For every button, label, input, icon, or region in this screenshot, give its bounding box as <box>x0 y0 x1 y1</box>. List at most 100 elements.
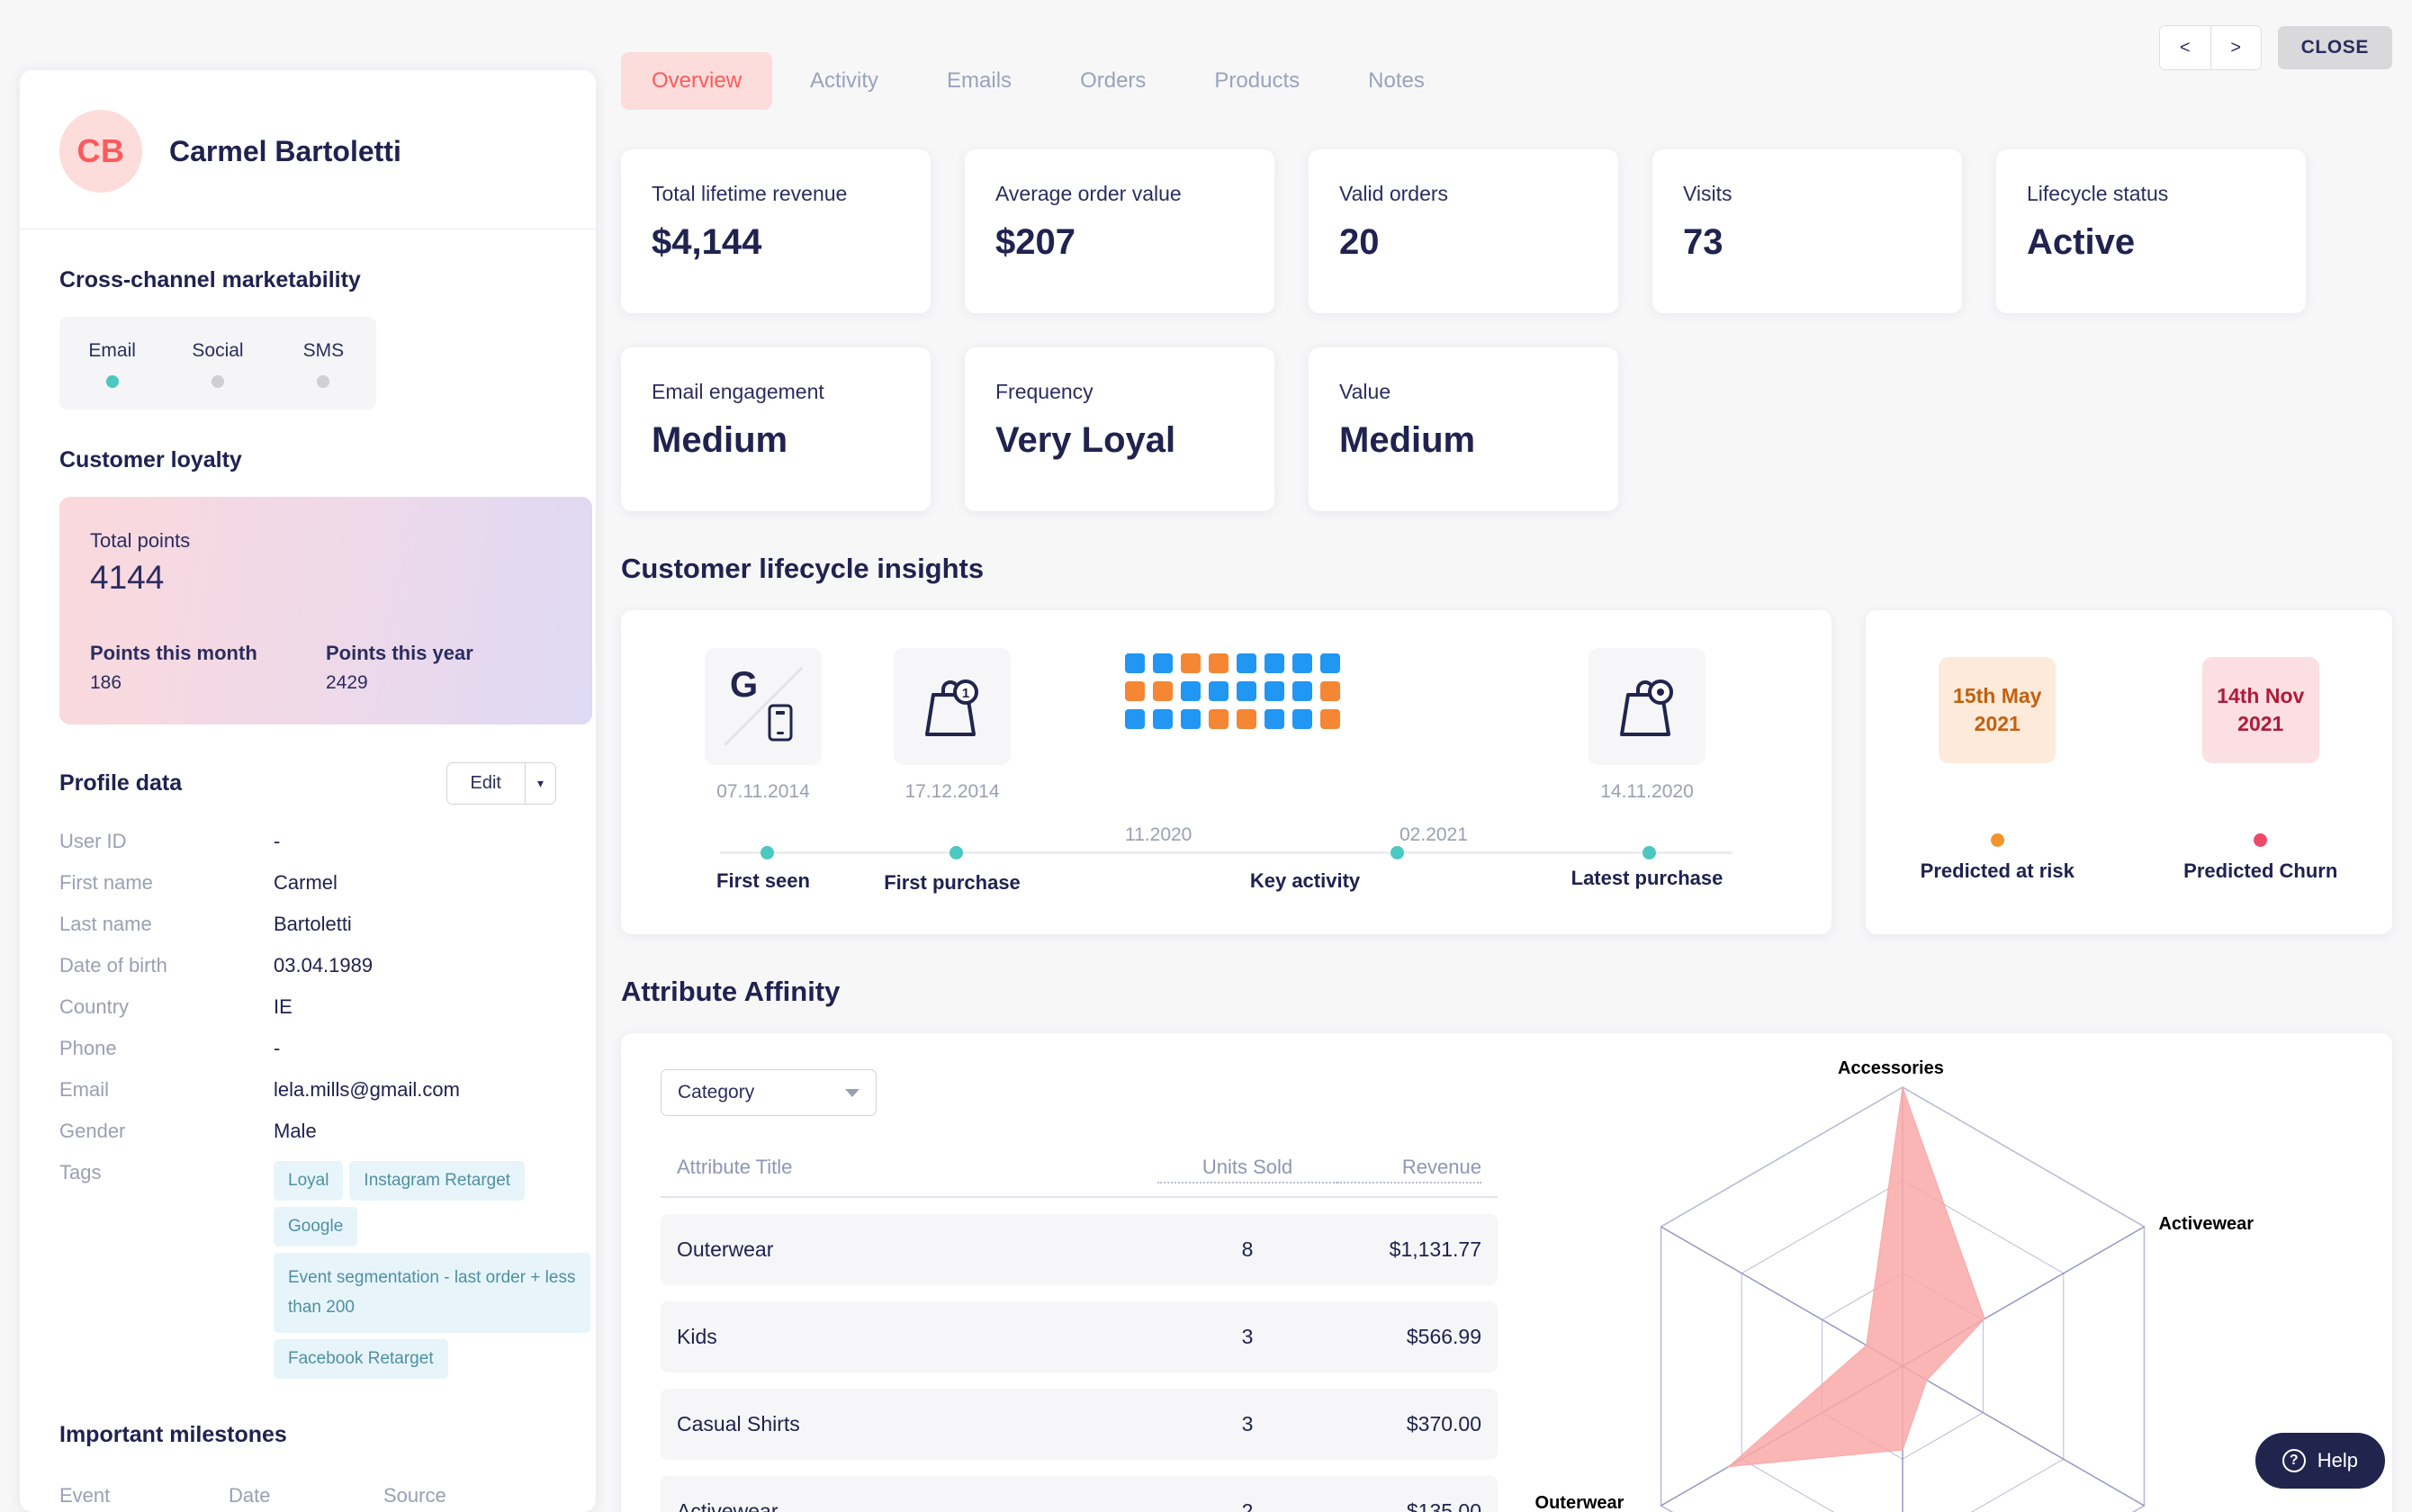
edit-button[interactable]: Edit <box>446 763 525 804</box>
stat-card: Value Medium <box>1309 347 1618 511</box>
help-label: Help <box>2317 1449 2358 1472</box>
next-record-button[interactable]: > <box>2210 26 2261 69</box>
tab-orders[interactable]: Orders <box>1049 52 1176 110</box>
stat-value: Medium <box>1339 420 1476 460</box>
column-units-sold[interactable]: Units Sold <box>1157 1156 1337 1184</box>
activity-cell <box>1320 681 1340 701</box>
table-row: Kids 3 $566.99 <box>661 1301 1498 1372</box>
activity-cell <box>1237 653 1256 673</box>
tag-chip[interactable]: Facebook Retarget <box>274 1338 448 1379</box>
chevron-down-icon[interactable]: ▾ <box>524 763 555 804</box>
timeline-point <box>950 846 963 860</box>
prediction-date-tile: 14th Nov 2021 <box>2201 657 2319 763</box>
close-button[interactable]: CLOSE <box>2277 26 2392 69</box>
prediction-date-tile: 15th May 2021 <box>1939 657 2056 763</box>
timeline-date: 14.11.2020 <box>1600 781 1694 802</box>
activity-cell <box>1264 653 1284 673</box>
profile-field-row: User ID - <box>59 830 556 853</box>
activity-cell <box>1237 681 1256 701</box>
timeline-event-key-activity <box>1125 653 1413 729</box>
column-revenue[interactable]: Revenue <box>1337 1156 1481 1184</box>
tag-chip[interactable]: Loyal <box>274 1161 344 1201</box>
radar-label-activewear: Activewear <box>2158 1214 2254 1234</box>
profile-field-row: Last name Bartoletti <box>59 913 556 936</box>
channel-status-dot <box>105 375 119 388</box>
timeline-date-end: 02.2021 <box>1400 824 1468 845</box>
milestone-column-header: Source <box>383 1483 446 1507</box>
radar-label-outerwear: Outerwear <box>1534 1493 1624 1512</box>
timeline-point <box>1390 846 1404 860</box>
marketability-title: Cross-channel marketability <box>59 267 361 292</box>
help-button[interactable]: ? Help <box>2254 1433 2385 1489</box>
table-row: Outerwear 8 $1,131.77 <box>661 1214 1498 1285</box>
activity-cell <box>1125 681 1145 701</box>
activity-cell <box>1153 653 1173 673</box>
radar-svg <box>1660 1086 2146 1512</box>
tab-notes[interactable]: Notes <box>1337 52 1455 110</box>
tab-products[interactable]: Products <box>1184 52 1330 110</box>
activity-cell <box>1153 709 1173 729</box>
tag-chip[interactable]: Instagram Retarget <box>349 1161 526 1201</box>
cell-attribute-title: Casual Shirts <box>677 1412 800 1436</box>
activity-cell <box>1292 709 1312 729</box>
tab-activity[interactable]: Activity <box>779 52 909 110</box>
main-content: Overview Activity Emails Orders Products Note… <box>621 52 2392 1512</box>
channel-label: Social <box>192 340 244 361</box>
points-month-label: Points this month <box>90 642 257 664</box>
tab-overview[interactable]: Overview <box>621 52 773 110</box>
activity-cell <box>1292 681 1312 701</box>
timeline-label: First purchase <box>884 871 1021 894</box>
tag-chip[interactable]: Google <box>274 1207 358 1246</box>
stat-value: $207 <box>995 222 1076 262</box>
cell-attribute-title: Kids <box>677 1325 717 1348</box>
field-key: Email <box>59 1078 110 1101</box>
cell-attribute-title: Outerwear <box>677 1238 774 1261</box>
record-nav-group: < > <box>2158 25 2262 70</box>
prediction-dot <box>2254 833 2268 847</box>
table-row: Activewear 2 $135.00 <box>661 1476 1498 1512</box>
loyalty-title: Customer loyalty <box>59 447 242 472</box>
activity-cell <box>1181 709 1201 729</box>
lifecycle-timeline-card: G 07.11.2014 First seen <box>621 610 1832 934</box>
stat-value: $4,144 <box>652 222 762 262</box>
stat-card: Valid orders 20 <box>1309 149 1618 313</box>
category-select-value: Category <box>678 1082 755 1102</box>
stat-label: Average order value <box>995 182 1182 205</box>
radar-label-accessories: Accessories <box>1838 1058 1944 1078</box>
topbar: < > CLOSE <box>2158 25 2392 70</box>
field-value: Male <box>274 1120 317 1142</box>
channel-social: Social <box>165 340 270 388</box>
category-select[interactable]: Category <box>661 1069 877 1116</box>
stat-label: Value <box>1339 380 1391 403</box>
timeline-event-latest-purchase: 14.11.2020 <box>1557 648 1737 803</box>
stat-card: Email engagement Medium <box>621 347 931 511</box>
timeline-date: 17.12.2014 <box>904 781 1000 802</box>
stat-value: 73 <box>1683 222 1724 262</box>
stat-value: Very Loyal <box>995 420 1176 460</box>
points-year-value: 2429 <box>326 672 368 693</box>
profile-field-row: Phone - <box>59 1037 556 1060</box>
points-month-value: 186 <box>90 672 122 693</box>
stat-value: 20 <box>1339 222 1380 262</box>
activity-cell <box>1125 653 1145 673</box>
prev-record-button[interactable]: < <box>2159 26 2210 69</box>
tags-row: Tags Loyal Instagram Retarget Google Event … <box>59 1161 590 1379</box>
prediction-item: 15th May 2021 Predicted at risk <box>1866 610 2129 934</box>
channel-label: Email <box>88 340 136 361</box>
total-points-value: 4144 <box>90 559 165 596</box>
channel-marketability-group: Email Social SMS <box>59 317 376 410</box>
lifecycle-title: Customer lifecycle insights <box>621 553 985 584</box>
milestones-title: Important milestones <box>59 1421 287 1447</box>
chevron-down-icon <box>845 1088 860 1097</box>
tag-chip[interactable]: Event segmentation - last order + less t… <box>274 1253 590 1333</box>
tab-emails[interactable]: Emails <box>916 52 1042 110</box>
field-key: Gender <box>59 1120 126 1142</box>
timeline-date-start: 11.2020 <box>1125 824 1192 845</box>
tags-list: Loyal Instagram Retarget Google Event segme… <box>274 1161 590 1379</box>
timeline-event-first-seen: G 07.11.2014 <box>673 648 853 803</box>
cell-revenue: $370.00 <box>1406 1412 1481 1436</box>
field-value: Carmel <box>274 871 338 894</box>
timeline-label: Latest purchase <box>1570 867 1724 889</box>
svg-text:1: 1 <box>962 686 969 701</box>
